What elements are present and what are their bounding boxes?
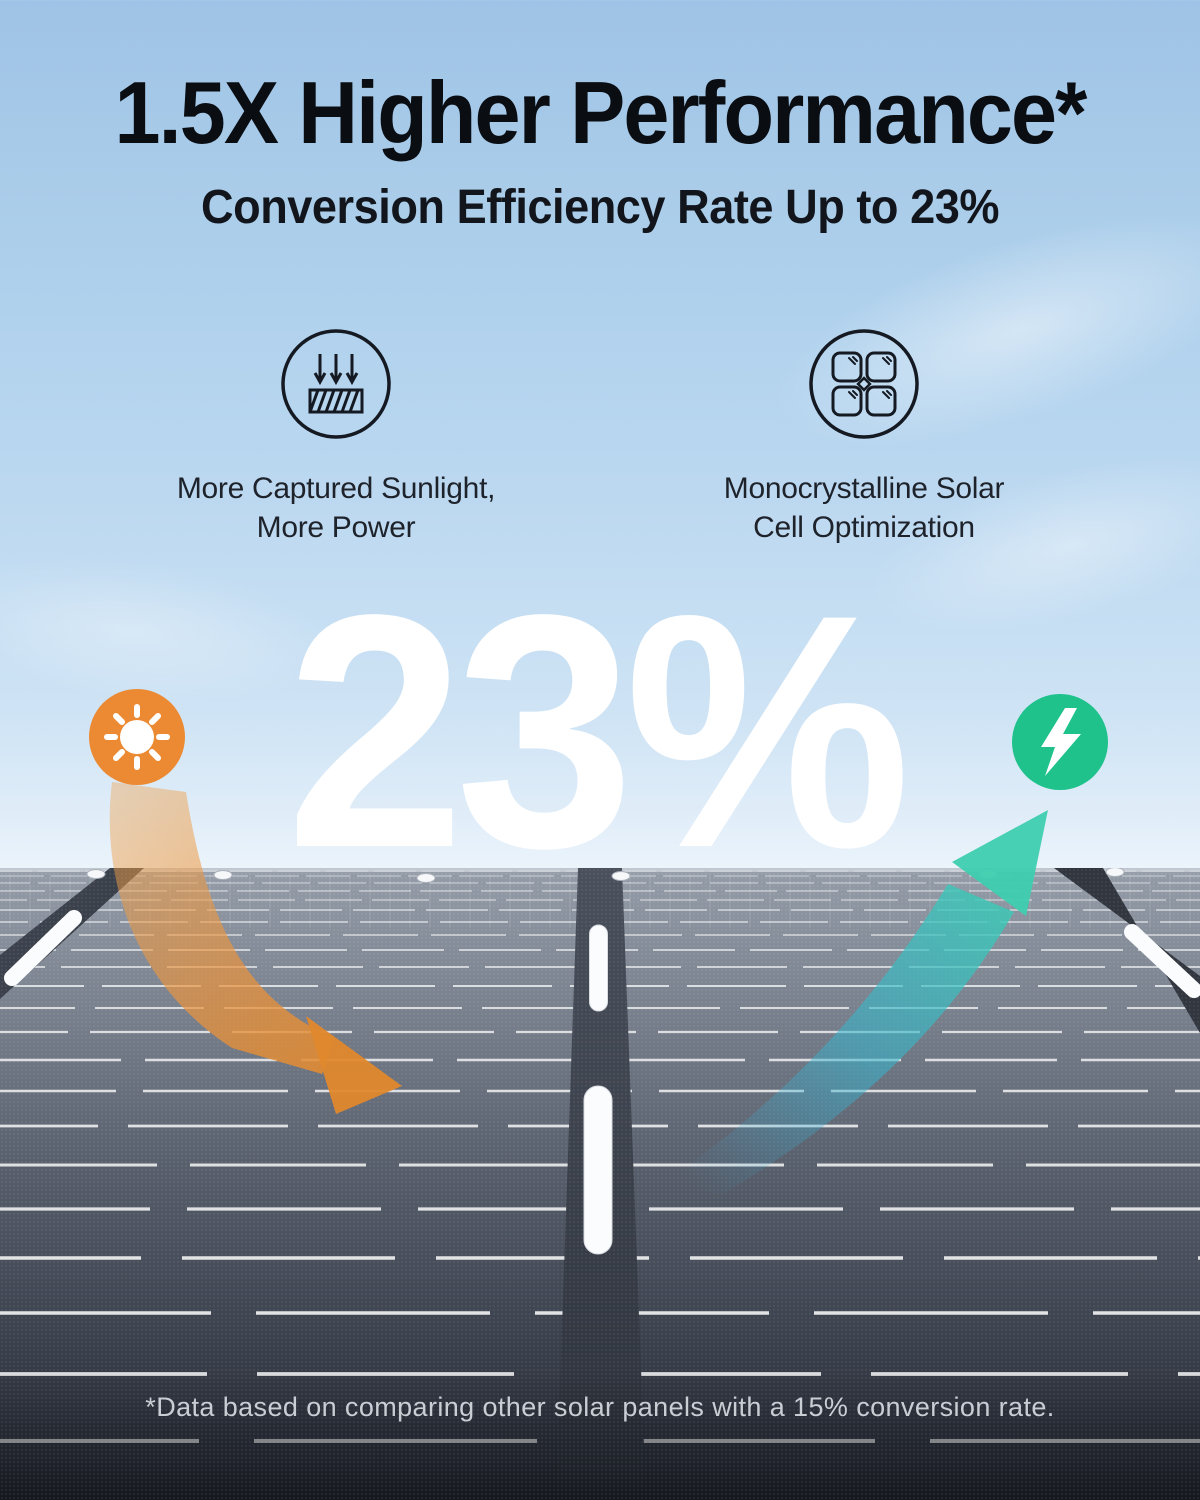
sunlight-down-arrows-icon bbox=[280, 328, 392, 440]
hero-efficiency-value: 23% bbox=[285, 546, 911, 917]
page-title: 1.5X Higher Performance* bbox=[114, 63, 1088, 162]
sun-icon bbox=[89, 689, 185, 785]
header: 1.5X Higher Performance* Conversion Effi… bbox=[0, 0, 1200, 235]
seam-slot bbox=[589, 924, 608, 1012]
feature-monocrystalline: Monocrystalline Solar Cell Optimization bbox=[684, 328, 1044, 547]
panel-bottom-shadow bbox=[0, 1368, 1200, 1500]
feature-label-line: Cell Optimization bbox=[753, 511, 975, 544]
panel-seam-right bbox=[1054, 868, 1200, 1033]
lightning-bolt-icon bbox=[1012, 694, 1108, 790]
feature-label: More Captured Sunlight, More Power bbox=[156, 469, 516, 547]
feature-label: Monocrystalline Solar Cell Optimization bbox=[684, 469, 1044, 547]
feature-sunlight: More Captured Sunlight, More Power bbox=[156, 328, 516, 547]
feature-list: More Captured Sunlight, More Power bbox=[0, 328, 1200, 547]
seam-slot bbox=[1124, 924, 1200, 998]
feature-label-line: More Power bbox=[256, 511, 416, 544]
seam-slot bbox=[4, 910, 82, 986]
page-subtitle: Conversion Efficiency Rate Up to 23% bbox=[201, 181, 999, 234]
feature-label-line: More Captured Sunlight, bbox=[176, 472, 496, 505]
footnote-disclaimer: *Data based on comparing other solar pan… bbox=[145, 1392, 1055, 1422]
seam-slot bbox=[583, 1085, 613, 1255]
panel-seam-left bbox=[0, 868, 144, 999]
panel-seam-center bbox=[556, 868, 646, 1500]
feature-label-line: Monocrystalline Solar bbox=[723, 472, 1005, 505]
solar-cells-icon bbox=[808, 328, 920, 440]
